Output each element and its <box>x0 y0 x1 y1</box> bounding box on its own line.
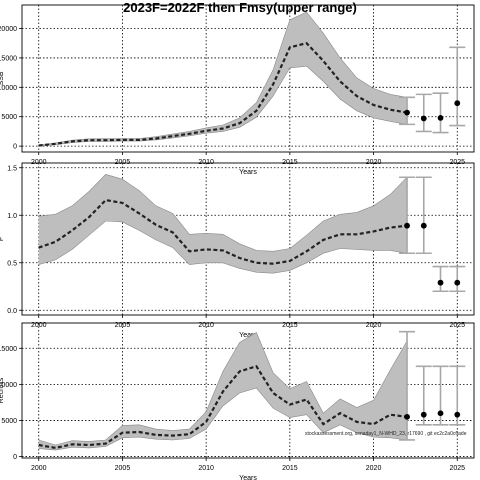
panel-2-y-axis-label: F <box>0 237 5 241</box>
panel-1: 2000 2005 2010 2015 2020 2025 0 5000 10000 15000 2… <box>0 4 475 176</box>
panel-3-ytick-label-0: 0 <box>13 454 17 461</box>
panel-3-ytick-label-2: 10000 <box>0 382 17 389</box>
panel-2-ytick-label-2: 1.0 <box>7 213 17 220</box>
panel-1-x-axis-label: Years <box>239 169 257 176</box>
panel-2-x-axis-label: Years <box>239 332 257 339</box>
chart-title: 2023F=2022F then Fmsy(upper range) <box>123 0 357 15</box>
panel-2-ytick-label-1: 0.5 <box>7 260 17 267</box>
panel-1-forecast-point-2025 <box>454 100 461 107</box>
panel-1-xtick-label-2000: 2000 <box>31 159 47 166</box>
panel-3-estimate-line <box>38 365 408 450</box>
panel-3-ytick-label-3: 15000 <box>0 346 17 353</box>
panel-2-forecast-point-2025 <box>454 279 461 286</box>
panel-3-xtick-label-2010: 2010 <box>198 465 214 472</box>
panel-3-forecast-point-2025 <box>454 411 461 418</box>
panel-2-xtick-label-2000: 2000 <box>31 322 47 329</box>
panel-1-xtick-label-2025: 2025 <box>449 159 465 166</box>
panel-2-estimate-line <box>38 198 408 265</box>
panel-3: 2000 2005 2010 2015 2020 2025 0 5000 10000 15000 Y… <box>0 322 475 480</box>
panel-1-ytick-label-2: 10000 <box>0 85 17 92</box>
panel-3-xtick-label-2000: 2000 <box>31 465 47 472</box>
panel-2-ytick-label-0: 0.0 <box>7 308 17 315</box>
panel-2-xtick-label-2025: 2025 <box>449 322 465 329</box>
panel-1-xtick-label-2005: 2005 <box>115 159 131 166</box>
panel-3-ytick-label-1: 5000 <box>1 418 17 425</box>
panel-2-xtick-label-2005: 2005 <box>115 322 131 329</box>
panel-3-forecast-point-2023 <box>420 411 427 418</box>
panel-3-y-axis-label: Recruits <box>0 377 5 403</box>
panel-3-forecast-point-2024 <box>437 410 444 417</box>
panel-1-xtick-label-2015: 2015 <box>282 159 298 166</box>
panel-1-y-axis-label: SSB <box>0 71 5 85</box>
panel-1-xtick-label-2010: 2010 <box>198 159 214 166</box>
panel-3-xtick-label-2015: 2015 <box>282 465 298 472</box>
panel-1-forecast-point-2022 <box>404 109 410 116</box>
panel-2-xtick-label-2010: 2010 <box>198 322 214 329</box>
panel-2: 2000 2005 2010 2015 2020 2025 0.0 0.5 1.0 1.5 Year… <box>0 162 475 339</box>
panel-2-xtick-label-2015: 2015 <box>282 322 298 329</box>
panel-1-ytick-label-1: 5000 <box>1 114 17 121</box>
panel-1-upper-bound <box>38 11 408 146</box>
panel-1-lower-bound <box>38 65 408 147</box>
panel-2-frame <box>21 162 475 316</box>
panel-3-frame <box>21 322 475 459</box>
panel-1-ytick-label-4: 20000 <box>0 26 17 33</box>
panel-3-xtick-label-2025: 2025 <box>449 465 465 472</box>
panel-3-lower-bound <box>38 387 408 451</box>
panel-1-ytick-label-3: 15000 <box>0 55 17 62</box>
panel-2-confidence-band <box>38 174 407 274</box>
panel-3-xtick-label-2005: 2005 <box>115 465 131 472</box>
panel-2-forecast-point-2023 <box>420 222 427 229</box>
panel-2-ytick-label-3: 1.5 <box>7 165 17 172</box>
panel-1-confidence-band <box>38 12 407 146</box>
panel-2-forecast-point-2022 <box>404 222 410 229</box>
panel-2-lower-bound <box>38 220 408 274</box>
panel-1-frame <box>21 4 475 153</box>
panel-2-upper-bound <box>38 174 408 252</box>
panel-2-xtick-label-2020: 2020 <box>366 322 382 329</box>
panel-2-forecast-point-2024 <box>437 279 444 286</box>
panel-3-forecast-point-2022 <box>404 413 410 420</box>
panel-1-ytick-label-0: 0 <box>13 144 17 151</box>
panel-3-xtick-label-2020: 2020 <box>366 465 382 472</box>
panel-3-x-axis-label: Years <box>239 475 257 480</box>
panel-3-upper-bound <box>38 331 408 446</box>
panel-1-xtick-label-2020: 2020 <box>366 159 382 166</box>
panel-1-estimate-line <box>38 41 408 147</box>
panel-1-forecast-point-2024 <box>437 114 444 121</box>
watermark-text: stockassessment.org, senaday1_N-WHD_23, … <box>305 431 467 437</box>
panel-1-forecast-point-2023 <box>420 115 427 122</box>
